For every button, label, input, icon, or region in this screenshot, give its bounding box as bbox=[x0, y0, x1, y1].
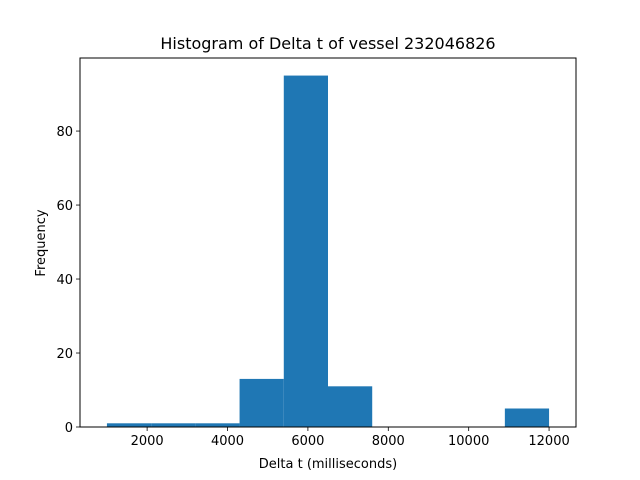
histogram-bar-2 bbox=[195, 423, 240, 427]
y-tick-label: 60 bbox=[56, 199, 73, 214]
x-tick-label: 6000 bbox=[291, 434, 324, 449]
x-axis-label: Delta t (milliseconds) bbox=[259, 457, 397, 472]
histogram-bar-9 bbox=[504, 408, 550, 427]
y-tick-label: 40 bbox=[56, 273, 73, 288]
y-tick-label: 80 bbox=[56, 125, 73, 140]
plot-frame bbox=[79, 57, 577, 428]
x-tick-label: 8000 bbox=[372, 434, 405, 449]
y-axis-label: Frequency bbox=[34, 209, 49, 276]
y-tick-label: 0 bbox=[65, 421, 73, 436]
x-tick-label: 12000 bbox=[528, 434, 569, 449]
histogram-bar-1 bbox=[151, 423, 196, 427]
histogram-bar-5 bbox=[328, 386, 373, 427]
chart-title: Histogram of Delta t of vessel 232046826 bbox=[160, 34, 495, 53]
bars-group bbox=[106, 75, 550, 428]
x-tick-label: 2000 bbox=[131, 434, 164, 449]
x-tick-label: 4000 bbox=[211, 434, 244, 449]
histogram-bar-4 bbox=[283, 75, 328, 428]
y-tick-label: 20 bbox=[56, 347, 73, 362]
histogram-bar-0 bbox=[106, 423, 152, 427]
x-tick-label: 10000 bbox=[448, 434, 489, 449]
histogram-bar-3 bbox=[239, 378, 284, 427]
x-axis-ticks: 2000 4000 6000 8000 10000 12000 bbox=[131, 427, 570, 449]
y-axis-ticks: 0 20 40 60 80 bbox=[56, 125, 80, 436]
